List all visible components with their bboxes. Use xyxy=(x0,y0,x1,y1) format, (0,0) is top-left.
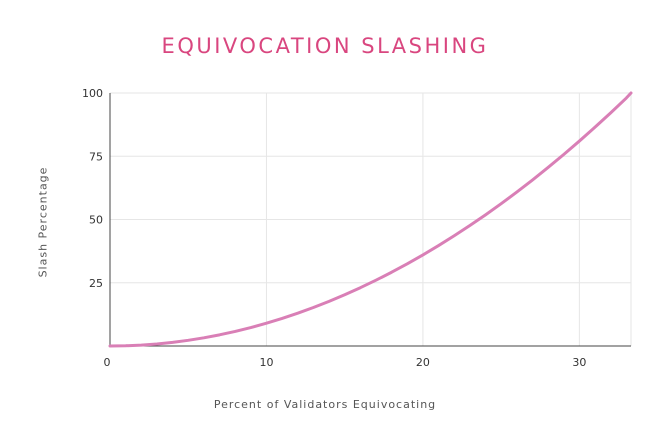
y-tick-label: 25 xyxy=(89,277,103,290)
y-tick-label: 50 xyxy=(89,214,103,227)
series-layer xyxy=(108,91,633,348)
chart-title: EQUIVOCATION SLASHING xyxy=(161,34,489,58)
x-tick-label: 10 xyxy=(259,356,273,369)
y-tick-label: 75 xyxy=(89,150,103,163)
y-tick-label: 100 xyxy=(82,87,103,100)
axis-layer xyxy=(109,93,631,347)
tick-label-layer: 0 10 20 30 25 50 75 100 xyxy=(82,87,586,369)
x-tick-label: 0 xyxy=(104,356,111,369)
grid-layer xyxy=(110,92,632,346)
x-tick-label: 30 xyxy=(572,356,586,369)
x-axis-title: Percent of Validators Equivocating xyxy=(213,398,437,411)
series-line xyxy=(108,91,633,348)
x-tick-label: 20 xyxy=(416,356,430,369)
